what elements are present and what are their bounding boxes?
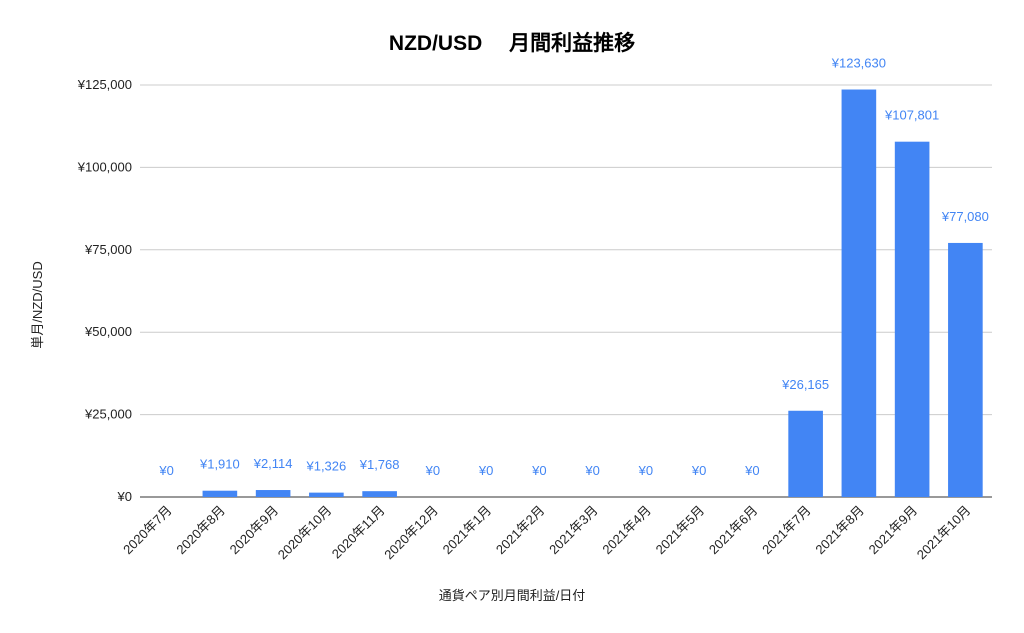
x-tick-label: 2020年8月 <box>173 503 228 558</box>
y-tick-label: ¥100,000 <box>77 159 132 174</box>
x-tick-label: 2021年10月 <box>914 503 974 563</box>
y-tick-label: ¥0 <box>117 489 132 504</box>
x-tick-label: 2021年9月 <box>866 503 921 558</box>
y-tick-label: ¥125,000 <box>77 77 132 92</box>
bar <box>309 492 344 497</box>
bar <box>788 410 823 497</box>
data-label: ¥0 <box>744 463 759 478</box>
bar <box>255 490 291 497</box>
data-label: ¥0 <box>638 463 653 478</box>
x-axis-ticks: 2020年7月2020年8月2020年9月2020年10月2020年11月202… <box>120 503 973 563</box>
data-label: ¥123,630 <box>831 56 886 71</box>
y-tick-label: ¥50,000 <box>84 324 132 339</box>
data-labels: ¥0 ¥1,910 ¥2,114 ¥1,326 ¥1,768 ¥0 ¥0 ¥0 ¥0 ¥0 ¥0 ¥0… <box>158 56 988 478</box>
data-label: ¥1,910 <box>199 457 240 472</box>
data-label: ¥1,326 <box>305 459 346 474</box>
data-label: ¥1,768 <box>359 457 400 472</box>
x-tick-label: 2021年4月 <box>599 503 654 558</box>
x-tick-label: 2021年8月 <box>812 503 867 558</box>
x-axis-title: 通貨ペア別月間利益/日付 <box>439 588 586 603</box>
data-label: ¥0 <box>425 463 440 478</box>
y-tick-label: ¥75,000 <box>84 242 132 257</box>
data-label: ¥0 <box>158 463 173 478</box>
x-tick-label: 2020年7月 <box>120 503 175 558</box>
chart-title: NZD/USD 月間利益推移 <box>389 31 635 55</box>
data-label: ¥107,801 <box>884 108 939 123</box>
data-label: ¥0 <box>691 463 706 478</box>
bar <box>841 89 877 498</box>
bar <box>202 490 238 497</box>
x-tick-label: 2021年7月 <box>759 503 814 558</box>
x-tick-label: 2021年5月 <box>653 503 708 558</box>
x-tick-label: 2020年9月 <box>227 503 282 558</box>
x-tick-label: 2020年10月 <box>275 503 335 563</box>
x-tick-label: 2021年1月 <box>440 503 495 558</box>
data-label: ¥77,080 <box>941 209 989 224</box>
data-label: ¥2,114 <box>253 456 293 471</box>
y-axis-title: 単月/NZD/USD <box>30 261 45 348</box>
x-tick-label: 2021年2月 <box>493 503 548 558</box>
bar <box>362 491 397 497</box>
data-label: ¥0 <box>531 463 546 478</box>
data-label: ¥0 <box>584 463 599 478</box>
x-tick-label: 2020年11月 <box>329 503 388 562</box>
x-tick-label: 2021年6月 <box>706 503 761 558</box>
data-label: ¥26,165 <box>781 377 829 392</box>
y-tick-label: ¥25,000 <box>84 407 132 422</box>
y-axis-ticks: ¥0 ¥25,000 ¥50,000 ¥75,000 ¥100,000 ¥125,000 <box>77 77 132 504</box>
x-tick-label: 2020年12月 <box>381 503 441 563</box>
bar <box>948 242 983 497</box>
data-label: ¥0 <box>478 463 493 478</box>
bar <box>894 141 930 497</box>
x-tick-label: 2021年3月 <box>546 503 601 558</box>
bars <box>202 89 983 498</box>
